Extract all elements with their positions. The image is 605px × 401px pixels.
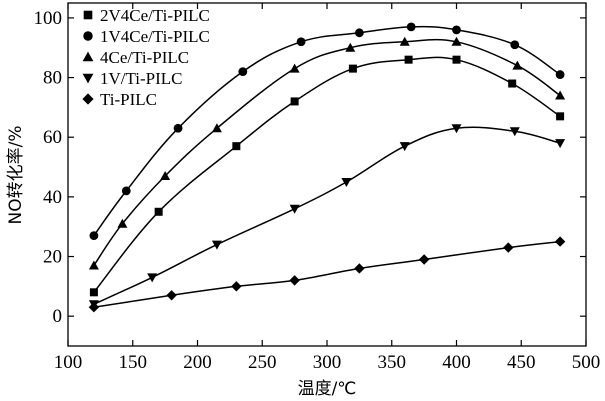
legend-marker-triangle-down	[82, 73, 94, 84]
x-tick-label: 150	[119, 352, 148, 373]
data-point-circle	[452, 25, 461, 35]
data-point-triangle-up	[399, 36, 410, 46]
data-point-triangle-up	[117, 218, 128, 228]
data-point-square	[452, 55, 461, 64]
y-tick-label: 60	[43, 127, 62, 148]
data-point-circle	[296, 37, 306, 47]
series-line-3	[93, 126, 561, 305]
x-tick-label: 100	[54, 352, 83, 373]
data-point-diamond	[88, 302, 100, 313]
series-line-2	[93, 38, 561, 266]
legend-label: 4Ce/Ti-PILC	[100, 48, 189, 67]
y-tick-label: 100	[34, 8, 63, 29]
data-point-circle	[510, 40, 520, 50]
x-tick-label: 250	[248, 352, 277, 373]
data-point-triangle-down	[509, 127, 520, 137]
data-point-triangle-up	[451, 36, 462, 46]
data-point-circle	[555, 70, 565, 79]
data-point-square	[154, 207, 163, 216]
data-point-square	[348, 64, 357, 73]
data-point-diamond	[554, 236, 566, 247]
series-line-0	[93, 56, 561, 293]
data-point-diamond	[166, 290, 177, 301]
legend: 2V4Ce/Ti-PILC 1V4Ce/Ti-PILC 4Ce/Ti-PILC 1V/…	[82, 6, 210, 109]
x-tick-label: 500	[572, 352, 601, 373]
data-point-diamond	[503, 242, 514, 253]
data-point-triangle-up	[211, 123, 222, 133]
data-point-square	[89, 288, 98, 297]
data-point-circle	[238, 67, 248, 76]
data-point-triangle-down	[555, 139, 566, 149]
legend-marker-triangle-up	[82, 51, 94, 62]
data-point-square	[290, 97, 299, 106]
data-point-square	[556, 112, 565, 121]
data-point-circle	[406, 22, 416, 32]
data-point-triangle-up	[289, 63, 300, 73]
legend-marker-diamond	[82, 93, 94, 105]
x-tick-label: 450	[507, 352, 536, 373]
axes-layer: 100 150 200 250 300 350 400 450 500 0 20 40 60 80 100	[34, 3, 601, 373]
data-point-triangle-down	[147, 273, 158, 283]
data-point-circle	[89, 231, 99, 241]
series-markers	[88, 22, 566, 313]
data-point-square	[404, 55, 413, 64]
legend-marker-square	[83, 10, 93, 20]
data-point-square	[508, 79, 517, 88]
data-point-circle	[173, 123, 183, 133]
data-point-triangle-up	[88, 260, 99, 270]
data-point-triangle-up	[512, 60, 523, 70]
data-point-circle	[354, 28, 364, 38]
legend-label: 2V4Ce/Ti-PILC	[100, 6, 210, 25]
x-tick-label: 300	[313, 352, 342, 373]
data-point-square	[232, 142, 241, 151]
series-lines	[93, 25, 561, 308]
legend-label: Ti-PILC	[100, 90, 157, 109]
data-point-diamond	[231, 281, 242, 292]
data-point-triangle-down	[289, 204, 300, 214]
series-line-4	[93, 240, 561, 308]
y-tick-label: 40	[43, 187, 62, 208]
data-point-triangle-down	[451, 124, 462, 134]
y-tick-label: 0	[53, 306, 63, 327]
data-point-diamond	[418, 254, 430, 265]
x-tick-label: 350	[378, 352, 407, 373]
legend-marker-circle	[83, 31, 93, 41]
legend-label: 1V/Ti-PILC	[100, 69, 183, 88]
x-tick-label: 400	[442, 352, 471, 373]
legend-label: 1V4Ce/Ti-PILC	[100, 27, 210, 46]
data-point-diamond	[354, 263, 365, 274]
y-tick-label: 80	[43, 68, 62, 89]
data-point-triangle-down	[341, 177, 352, 187]
data-point-triangle-up	[555, 90, 566, 100]
data-point-triangle-down	[399, 142, 410, 152]
y-axis-title: NO转化率/%	[6, 126, 26, 225]
data-point-triangle-up	[345, 42, 356, 52]
data-point-diamond	[289, 275, 300, 286]
data-point-circle	[121, 186, 131, 196]
data-point-triangle-up	[160, 170, 171, 180]
series-line-1	[93, 25, 561, 237]
data-point-triangle-down	[211, 240, 222, 250]
x-tick-label: 200	[183, 352, 212, 373]
y-tick-label: 20	[43, 247, 62, 268]
x-axis-title: 温度/℃	[298, 379, 357, 399]
